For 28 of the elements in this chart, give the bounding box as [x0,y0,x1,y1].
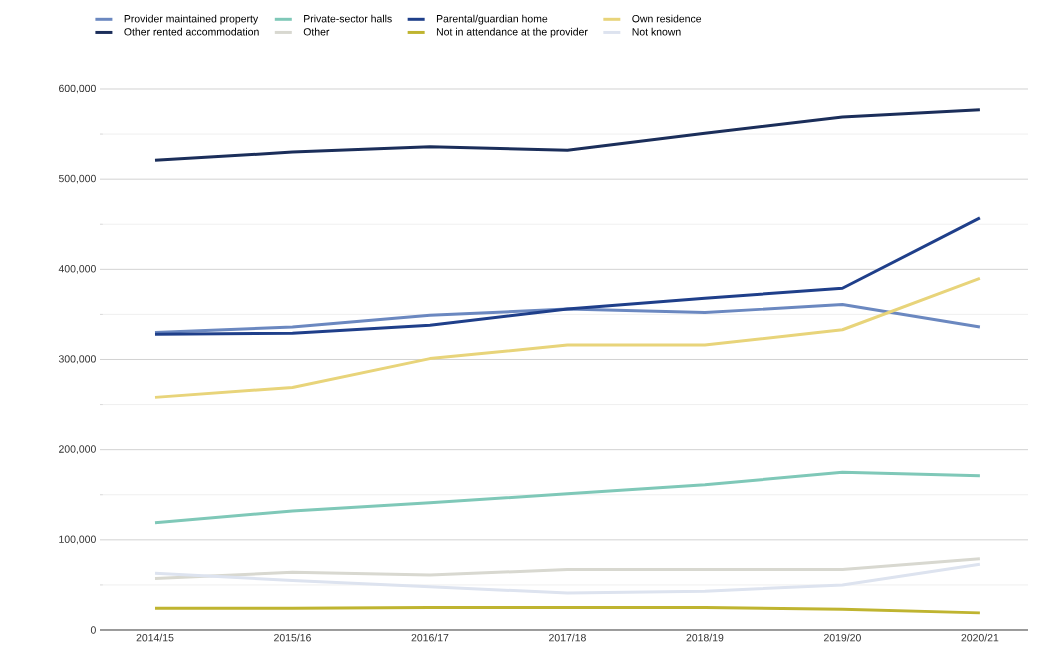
line-series [153,303,982,334]
line-series [153,108,982,162]
x-tick-label: 2018/19 [686,633,724,642]
legend-label: Own residence [632,14,702,23]
line-series [153,216,982,336]
legend-label: Private-sector halls [304,14,392,23]
line-series [153,470,982,525]
line-series [153,562,982,595]
legend-label: Parental/guardian home [436,14,548,25]
y-tick-label: 600,000 [59,84,96,94]
legend-label: Provider maintained property [124,14,259,25]
legend-label: Other [303,27,330,36]
x-tick-label: 2019/20 [824,633,861,642]
y-tick-label: 500,000 [58,174,96,184]
legend-label: Not known [632,27,681,36]
y-tick-label: 200,000 [59,445,96,454]
x-tick-label: 2016/17 [411,633,449,642]
legend-label: Other rented accommodation [124,27,259,36]
y-tick-label: 0 [90,626,96,634]
x-tick-label: 2014/15 [136,633,174,642]
x-tick-label: 2015/16 [274,633,311,642]
legend-label: Not in attendance at the provider [436,27,588,38]
y-tick-label: 300,000 [58,355,96,364]
line-series [153,276,982,399]
y-tick-label: 100,000 [59,535,96,545]
x-tick-label: 2017/18 [549,633,586,642]
x-tick-label: 2020/21 [961,633,999,642]
y-tick-label: 400,000 [58,265,96,274]
